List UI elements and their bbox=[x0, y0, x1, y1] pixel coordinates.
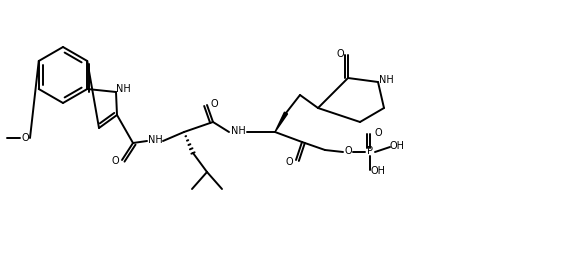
Text: NH: NH bbox=[231, 126, 245, 136]
Text: O: O bbox=[21, 133, 29, 143]
Text: O: O bbox=[111, 156, 119, 166]
Text: O: O bbox=[374, 128, 382, 138]
Text: NH: NH bbox=[379, 75, 393, 85]
Text: P: P bbox=[367, 146, 373, 156]
Text: O: O bbox=[344, 146, 352, 156]
Polygon shape bbox=[275, 112, 288, 132]
Text: NH: NH bbox=[147, 135, 162, 145]
Text: OH: OH bbox=[389, 141, 405, 151]
Text: NH: NH bbox=[116, 84, 131, 94]
Text: O: O bbox=[336, 49, 344, 59]
Text: OH: OH bbox=[371, 166, 385, 176]
Text: O: O bbox=[285, 157, 293, 167]
Text: O: O bbox=[210, 99, 218, 109]
